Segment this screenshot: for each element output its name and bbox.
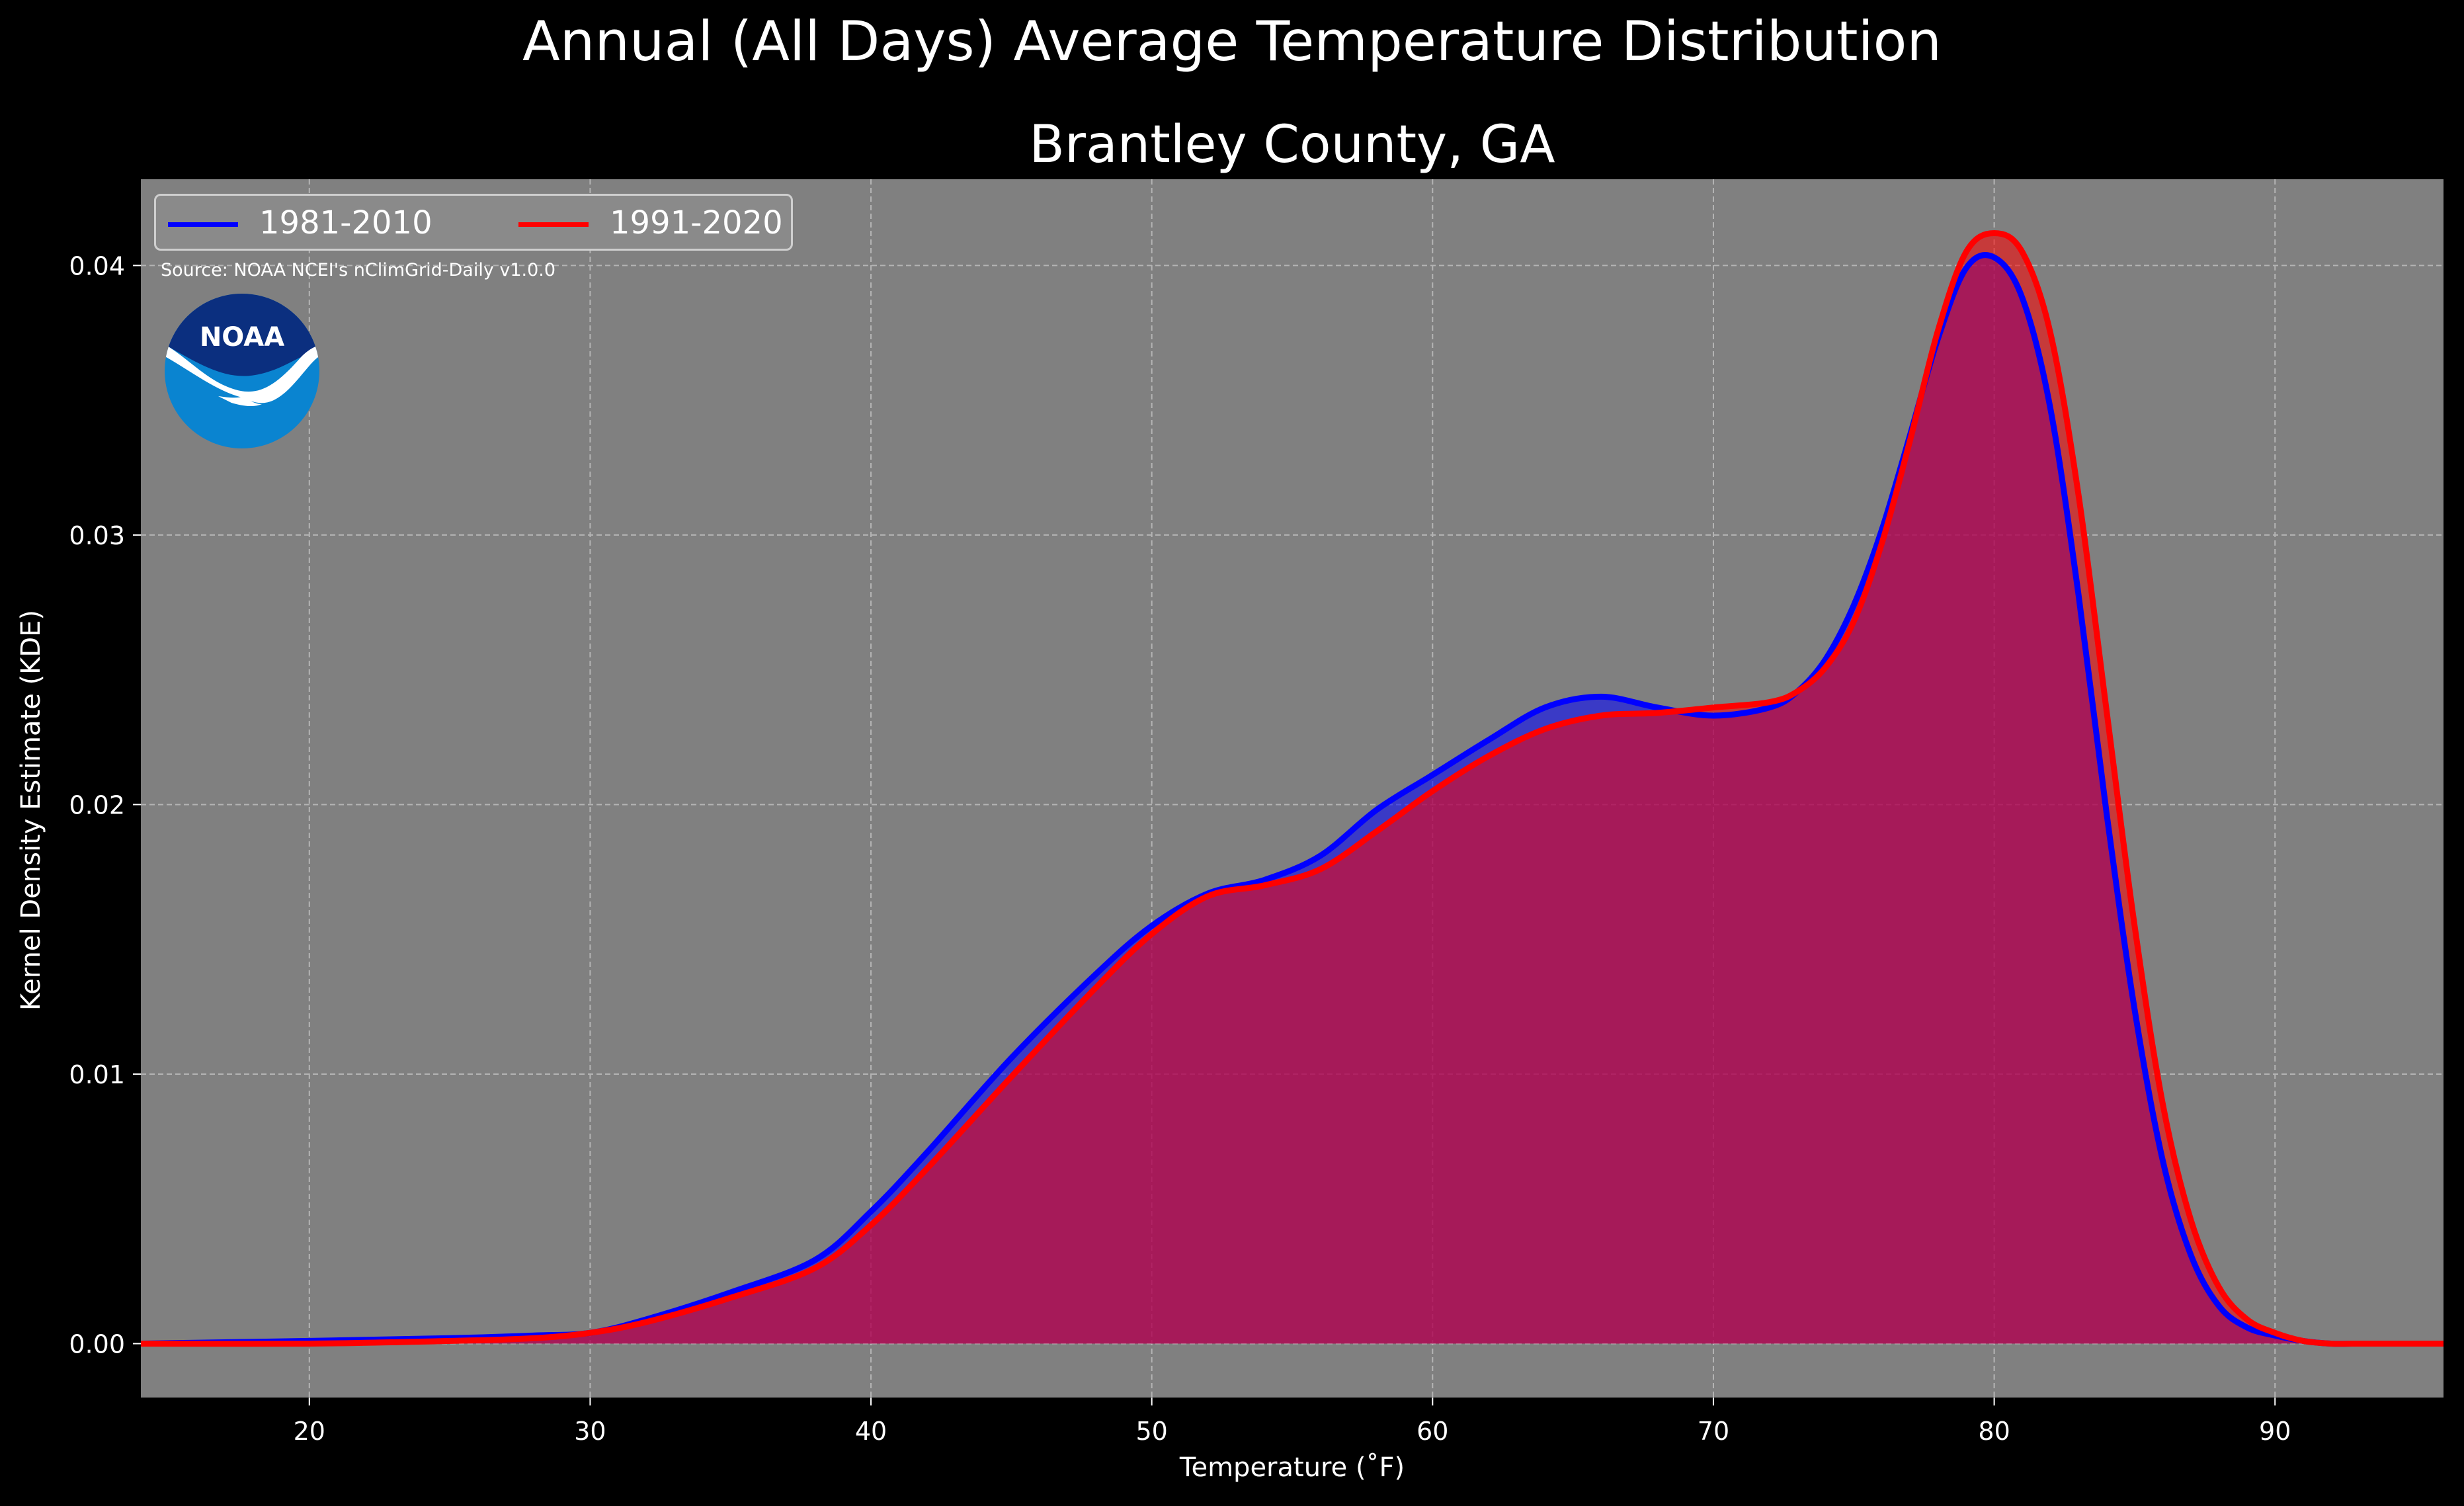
x-tick-label: 60: [1417, 1417, 1448, 1446]
chart-title: Annual (All Days) Average Temperature Di…: [522, 9, 1942, 73]
series-lines: [140, 230, 2443, 1347]
series-area-1991-2020: [141, 233, 2443, 1344]
axis-ticks: 20 30 40 50 60 70 80 90 0.00 0.01 0.02 0.03 0.04: [69, 251, 2291, 1446]
x-tick-label: 90: [2259, 1417, 2291, 1446]
y-tick-label: 0.03: [69, 521, 125, 550]
series-line-1991-2020: [140, 230, 2443, 1347]
y-tick-label: 0.04: [69, 251, 125, 280]
legend-swatch-1981-2010: [168, 222, 238, 227]
legend-label-1981-2010: 1981-2010: [259, 204, 432, 241]
noaa-logo-text: NOAA: [200, 322, 284, 353]
x-tick-label: 80: [1978, 1417, 2010, 1446]
y-tick-label: 0.02: [69, 790, 125, 819]
x-tick-label: 50: [1136, 1417, 1168, 1446]
x-tick-label: 40: [855, 1417, 887, 1446]
series-areas: [141, 233, 2443, 1344]
y-tick-label: 0.01: [69, 1060, 125, 1089]
chart-subtitle: Brantley County, GA: [1029, 115, 1555, 175]
series-line-1981-2010: [140, 252, 2443, 1347]
x-tick-label: 70: [1698, 1417, 1729, 1446]
x-axis-label: Temperature (˚F): [1179, 1452, 1405, 1483]
x-tick-label: 20: [294, 1417, 325, 1446]
y-tick-label: 0.00: [69, 1329, 125, 1359]
source-note: Source: NOAA NCEI's nClimGrid-Daily v1.0…: [161, 260, 556, 280]
legend-swatch-1991-2020: [518, 222, 589, 227]
y-axis-label: Kernel Density Estimate (KDE): [16, 609, 46, 1011]
legend: 1981-2010 1991-2020: [154, 194, 793, 251]
x-tick-label: 30: [574, 1417, 606, 1446]
legend-label-1991-2020: 1991-2020: [610, 204, 783, 241]
noaa-logo-icon: NOAA: [165, 294, 319, 448]
